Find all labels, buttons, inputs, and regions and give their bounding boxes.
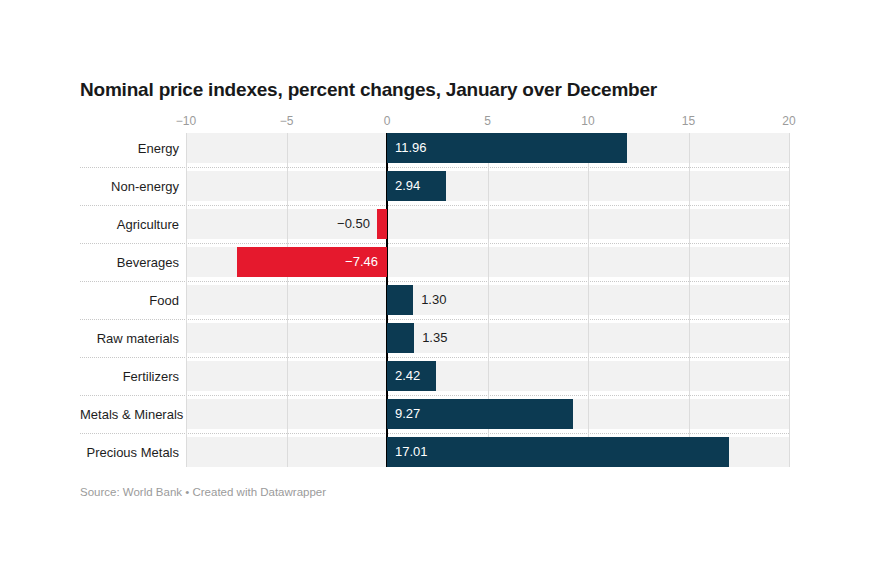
x-tick-label: 10 xyxy=(581,114,594,128)
value-label: −7.46 xyxy=(345,247,378,277)
category-label: Raw materials xyxy=(80,331,186,346)
value-label: −0.50 xyxy=(337,209,370,239)
x-tick-label: 20 xyxy=(782,114,795,128)
x-axis: −10−505101520 xyxy=(186,102,789,133)
value-label: 9.27 xyxy=(395,399,420,429)
category-label: Fertilizers xyxy=(80,369,186,384)
value-label: 1.35 xyxy=(422,323,447,353)
value-label: 2.42 xyxy=(395,361,420,391)
chart-container: Nominal price indexes, percent changes, … xyxy=(80,78,789,498)
plot-area: Energy 11.96 Non-energy 2.94 Agriculture… xyxy=(80,133,789,467)
gridline xyxy=(287,133,288,467)
category-label: Metals & Minerals xyxy=(80,407,186,422)
bar[interactable] xyxy=(387,323,414,353)
gridline xyxy=(789,133,790,467)
x-tick-label: 0 xyxy=(384,114,391,128)
bar[interactable] xyxy=(377,209,387,239)
x-tick-label: −5 xyxy=(280,114,294,128)
chart-title: Nominal price indexes, percent changes, … xyxy=(80,78,789,102)
category-label: Food xyxy=(80,293,186,308)
value-label: 1.30 xyxy=(421,285,446,315)
value-label: 11.96 xyxy=(395,133,427,163)
x-tick-label: −10 xyxy=(176,114,196,128)
gridline xyxy=(689,133,690,467)
bar[interactable] xyxy=(387,437,729,467)
bar[interactable] xyxy=(387,285,413,315)
category-label: Non-energy xyxy=(80,179,186,194)
gridline xyxy=(588,133,589,467)
category-label: Precious Metals xyxy=(80,445,186,460)
category-label: Energy xyxy=(80,141,186,156)
x-tick-label: 15 xyxy=(682,114,695,128)
x-tick-label: 5 xyxy=(484,114,491,128)
category-label: Agriculture xyxy=(80,217,186,232)
value-label: 2.94 xyxy=(395,171,420,201)
value-label: 17.01 xyxy=(395,437,428,467)
source-note: Source: World Bank • Created with Datawr… xyxy=(80,486,789,498)
category-label: Beverages xyxy=(80,255,186,270)
gridline xyxy=(186,133,187,467)
